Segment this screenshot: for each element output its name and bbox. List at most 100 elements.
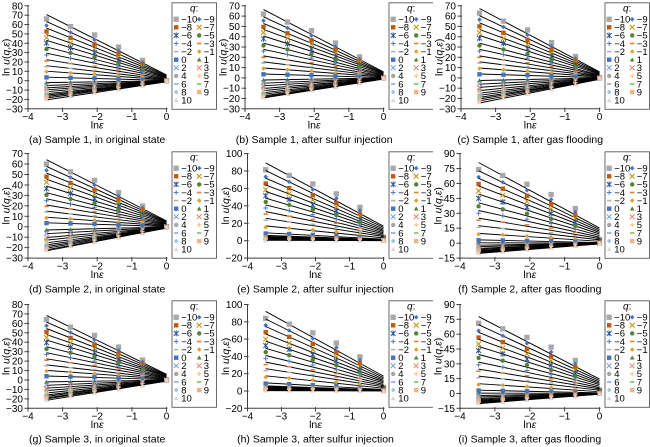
svg-text:−5: −5 [420,329,431,340]
svg-text:−20: −20 [223,94,240,105]
svg-text:−3: −3 [420,39,431,50]
svg-text:40: 40 [445,32,457,43]
svg-text:−7: −7 [637,321,648,332]
svg-text:6: 6 [181,228,186,239]
svg-text:lnε: lnε [91,420,104,431]
svg-text:9: 9 [204,236,209,247]
svg-text:60: 60 [231,184,243,195]
svg-text:60: 60 [12,160,24,171]
svg-text:0: 0 [615,55,620,66]
svg-text:−10: −10 [615,313,631,324]
svg-text:0: 0 [615,353,620,364]
svg-text:−2: −2 [181,47,192,58]
svg-text:−3: −3 [275,261,287,272]
svg-text:60: 60 [444,179,456,190]
svg-text:−3: −3 [204,39,215,50]
svg-text:10: 10 [12,366,24,377]
svg-text:−4: −4 [241,411,253,422]
svg-text:2: 2 [615,361,620,372]
svg-text:30: 30 [12,191,24,202]
svg-text:30: 30 [12,48,24,59]
svg-text:q:: q: [190,302,198,313]
svg-text:−1: −1 [559,261,571,272]
svg-text:0: 0 [597,411,603,422]
svg-text:lnε: lnε [309,420,322,431]
svg-text:80: 80 [12,300,24,311]
svg-text:(a) Sample 1, in original stat: (a) Sample 1, in original state [29,135,166,146]
svg-text:−20: −20 [225,254,242,265]
svg-text:−10: −10 [6,233,23,244]
svg-text:−1: −1 [420,196,431,207]
svg-text:−7: −7 [420,172,431,183]
svg-text:−7: −7 [204,321,215,332]
svg-text:0: 0 [237,386,243,397]
svg-text:75: 75 [444,164,456,175]
svg-text:−7: −7 [420,23,431,34]
svg-text:4: 4 [615,220,620,231]
svg-text:ln u(q,ε): ln u(q,ε) [435,39,446,76]
svg-text:10: 10 [398,244,409,255]
svg-text:−3: −3 [274,112,286,123]
svg-text:−3: −3 [490,261,502,272]
svg-text:−10: −10 [223,84,240,95]
svg-text:−3: −3 [637,337,648,348]
svg-text:60: 60 [12,20,24,31]
svg-text:−6: −6 [181,31,192,42]
svg-text:0: 0 [17,375,23,386]
svg-text:100: 100 [225,149,242,160]
svg-text:lnε: lnε [524,121,537,132]
svg-text:9: 9 [637,236,642,247]
svg-text:50: 50 [12,328,24,339]
svg-text:(d) Sample 2, in original stat: (d) Sample 2, in original state [29,284,166,295]
svg-text:−8: −8 [181,23,192,34]
svg-text:(c) Sample 1, after gas floodi: (c) Sample 1, after gas flooding [458,135,604,146]
svg-text:−2: −2 [524,411,536,422]
svg-text:−1: −1 [204,345,215,356]
svg-text:5: 5 [637,71,642,82]
svg-text:−9: −9 [204,15,215,26]
svg-text:−10: −10 [6,385,23,396]
svg-text:−1: −1 [637,47,648,58]
svg-text:0: 0 [181,353,186,364]
svg-text:−20: −20 [225,404,242,415]
svg-text:−4: −4 [615,39,626,50]
svg-text:7: 7 [420,377,425,388]
svg-text:1: 1 [420,353,425,364]
svg-text:−4: −4 [22,261,34,272]
svg-text:−2: −2 [181,196,192,207]
svg-text:8: 8 [181,87,186,98]
svg-text:50: 50 [12,170,24,181]
svg-text:6: 6 [398,228,403,239]
svg-text:60: 60 [445,12,457,23]
svg-text:−8: −8 [398,23,409,34]
svg-text:0: 0 [164,112,170,123]
svg-text:2: 2 [398,63,403,74]
svg-text:ln u(q,ε): ln u(q,ε) [221,338,232,375]
svg-text:0: 0 [380,261,386,272]
svg-text:40: 40 [12,338,24,349]
svg-text:q:: q: [407,153,415,164]
svg-text:−6: −6 [615,329,626,340]
svg-text:−4: −4 [398,39,409,50]
svg-text:1: 1 [637,55,642,66]
svg-text:q:: q: [623,302,631,313]
svg-text:−2: −2 [309,411,321,422]
svg-text:lnε: lnε [524,270,537,281]
svg-text:−1: −1 [126,112,138,123]
svg-text:6: 6 [615,79,620,90]
svg-text:−2: −2 [524,261,536,272]
svg-text:−3: −3 [420,337,431,348]
svg-text:4: 4 [181,71,186,82]
svg-text:20: 20 [12,357,24,368]
svg-text:−2: −2 [615,47,626,58]
svg-text:7: 7 [420,79,425,90]
svg-text:−10: −10 [439,84,456,95]
svg-text:4: 4 [181,220,186,231]
svg-text:−20: −20 [6,394,23,405]
svg-text:−5: −5 [637,180,648,191]
svg-text:60: 60 [444,330,456,341]
svg-text:−10: −10 [615,15,631,26]
svg-text:−2: −2 [615,196,626,207]
svg-text:(e) Sample 2, after sulfur inj: (e) Sample 2, after sulfur injection [237,284,394,295]
svg-text:9: 9 [637,385,642,396]
